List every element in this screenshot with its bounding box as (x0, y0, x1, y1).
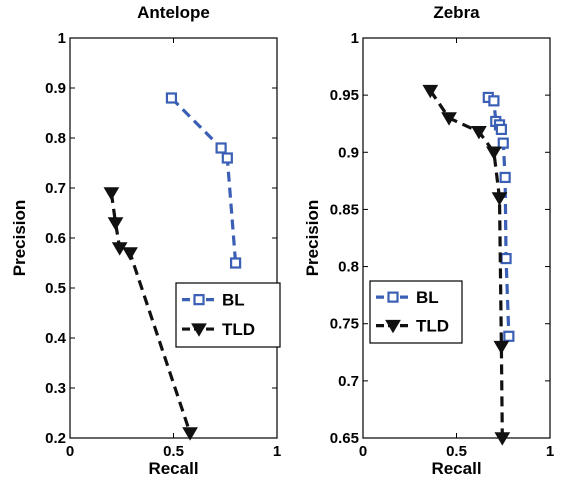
series-TLD (103, 187, 198, 441)
y-tick-label: 0.6 (45, 230, 66, 247)
chart-title: Antelope (137, 3, 210, 22)
y-tick-label: 0.3 (45, 380, 66, 397)
y-tick-label: 0.7 (45, 180, 66, 197)
y-tick-label: 0.8 (45, 130, 66, 147)
data-point (122, 247, 138, 261)
data-point (182, 427, 198, 441)
y-axis-label: Precision (303, 200, 322, 277)
x-tick-label: 0 (359, 443, 367, 460)
data-point (497, 137, 509, 149)
series-line (170, 96, 238, 264)
data-point (491, 192, 508, 206)
y-tick-label: 0.65 (330, 430, 359, 447)
y-tick-label: 0.95 (330, 87, 359, 104)
data-point (441, 112, 457, 126)
legend-entry: BL (182, 291, 245, 310)
series-TLD (422, 84, 511, 446)
y-tick-label: 0.8 (338, 259, 359, 276)
series-BL (165, 92, 242, 269)
legend-entry: TLD (376, 317, 449, 336)
data-point (495, 123, 507, 136)
data-point (488, 95, 500, 107)
y-tick-label: 1 (58, 30, 66, 47)
x-axis-label: Recall (148, 459, 198, 478)
x-tick-label: 1 (273, 443, 281, 460)
y-tick-label: 0.7 (338, 373, 359, 390)
data-point (165, 92, 178, 104)
series-BL (482, 91, 515, 342)
legend: BL TLD (175, 282, 281, 348)
data-point (103, 187, 120, 201)
chart-1: Zebra 0.65 0.7 0.75 0.8 0.85 0.9 0.95 1 0 0.5 1 Reca… (303, 3, 554, 478)
data-point (493, 340, 510, 355)
chart-title: Zebra (433, 3, 480, 22)
x-tick-label: 1 (546, 443, 554, 460)
x-tick-label: 0 (66, 443, 74, 460)
y-tick-label: 0.75 (330, 316, 359, 333)
legend-entry: TLD (182, 320, 255, 339)
y-tick-label: 0.9 (45, 80, 66, 97)
data-point (500, 252, 512, 265)
data-point (503, 330, 515, 342)
data-point (494, 432, 511, 446)
legend-label: TLD (416, 317, 449, 336)
x-tick-label: 0.5 (446, 443, 467, 460)
data-point (215, 142, 227, 154)
y-tick-label: 1 (351, 30, 359, 47)
legend: BL TLD (369, 280, 463, 344)
data-point (230, 257, 242, 269)
y-tick-label: 0.9 (338, 144, 359, 161)
x-tick-label: 0.5 (163, 443, 184, 460)
data-point (471, 125, 487, 140)
legend-box (175, 282, 281, 348)
data-point (107, 217, 124, 231)
data-point (486, 146, 502, 160)
data-point (221, 152, 233, 164)
y-tick-label: 0.5 (45, 280, 66, 297)
y-tick-label: 0.85 (330, 201, 359, 218)
legend-label: TLD (222, 320, 255, 339)
y-axis-label: Precision (10, 200, 29, 277)
x-axis-label: Recall (431, 459, 481, 478)
y-tick-label: 0.4 (45, 330, 67, 347)
data-point (499, 171, 511, 184)
chart-0: Antelope 0.2 0.3 0.4 0.5 0.6 0.7 0.8 0.9 1 0 0.5 1 Re… (10, 3, 281, 478)
y-tick-label: 0.2 (45, 430, 66, 447)
legend-entry: BL (376, 288, 439, 307)
legend-label: BL (416, 288, 439, 307)
legend-box (369, 280, 463, 344)
legend-label: BL (222, 291, 245, 310)
data-point (422, 84, 439, 99)
